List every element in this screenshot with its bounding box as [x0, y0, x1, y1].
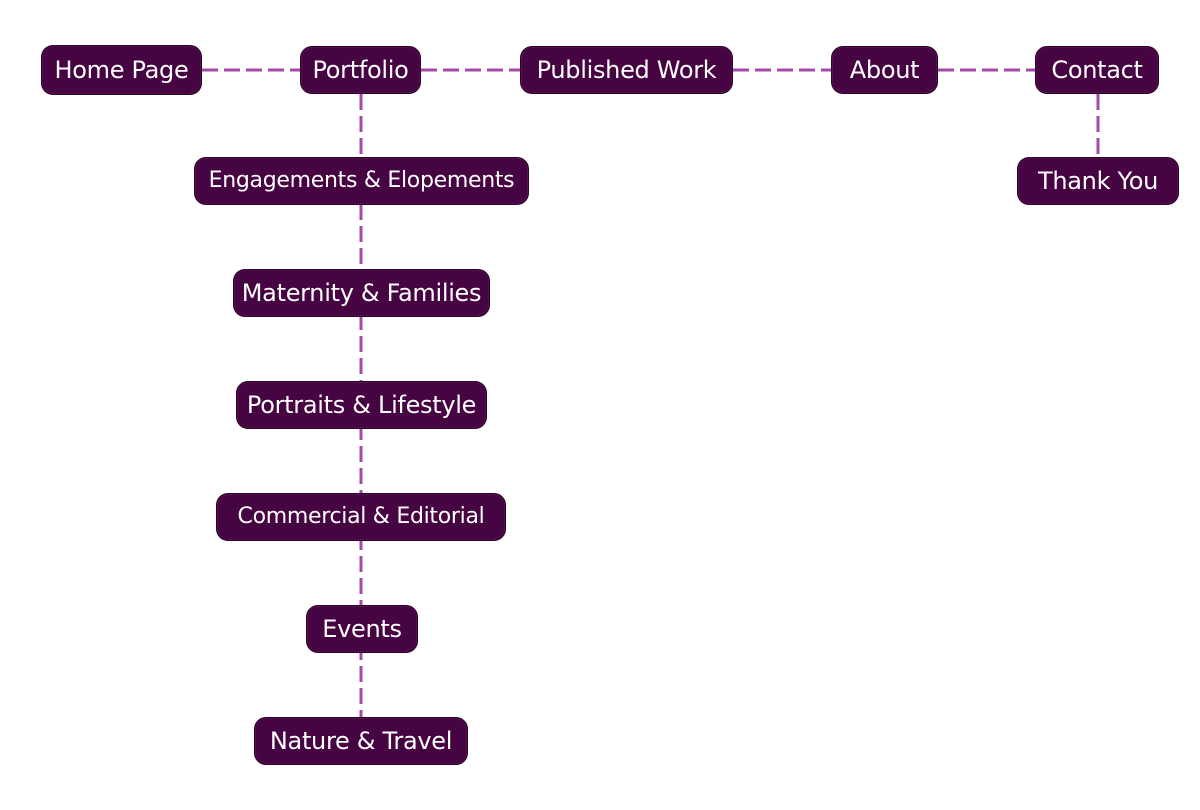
node-label: Maternity & Families: [241, 279, 482, 307]
node-label: Published Work: [536, 56, 717, 84]
node-portfolio[interactable]: Portfolio: [300, 46, 421, 94]
node-label: Events: [322, 615, 402, 643]
node-contact[interactable]: Contact: [1035, 46, 1159, 94]
node-about[interactable]: About: [831, 46, 938, 94]
node-events[interactable]: Events: [306, 605, 418, 653]
node-label: Nature & Travel: [269, 727, 453, 755]
node-label: Engagements & Elopements: [208, 168, 515, 193]
node-commercial-editorial[interactable]: Commercial & Editorial: [216, 493, 506, 541]
node-maternity-families[interactable]: Maternity & Families: [233, 269, 490, 317]
node-nature-travel[interactable]: Nature & Travel: [254, 717, 468, 765]
node-label: Commercial & Editorial: [237, 504, 485, 529]
node-published-work[interactable]: Published Work: [520, 46, 733, 94]
node-engagements-elopements[interactable]: Engagements & Elopements: [194, 157, 529, 205]
node-label: Thank You: [1038, 167, 1158, 195]
node-thank-you[interactable]: Thank You: [1017, 157, 1179, 205]
node-label: Home Page: [54, 56, 189, 84]
node-label: Portraits & Lifestyle: [246, 391, 477, 419]
node-label: Contact: [1051, 56, 1143, 84]
node-home-page[interactable]: Home Page: [41, 45, 202, 95]
node-label: About: [849, 56, 920, 84]
node-label: Portfolio: [312, 56, 409, 84]
node-portraits-lifestyle[interactable]: Portraits & Lifestyle: [236, 381, 487, 429]
